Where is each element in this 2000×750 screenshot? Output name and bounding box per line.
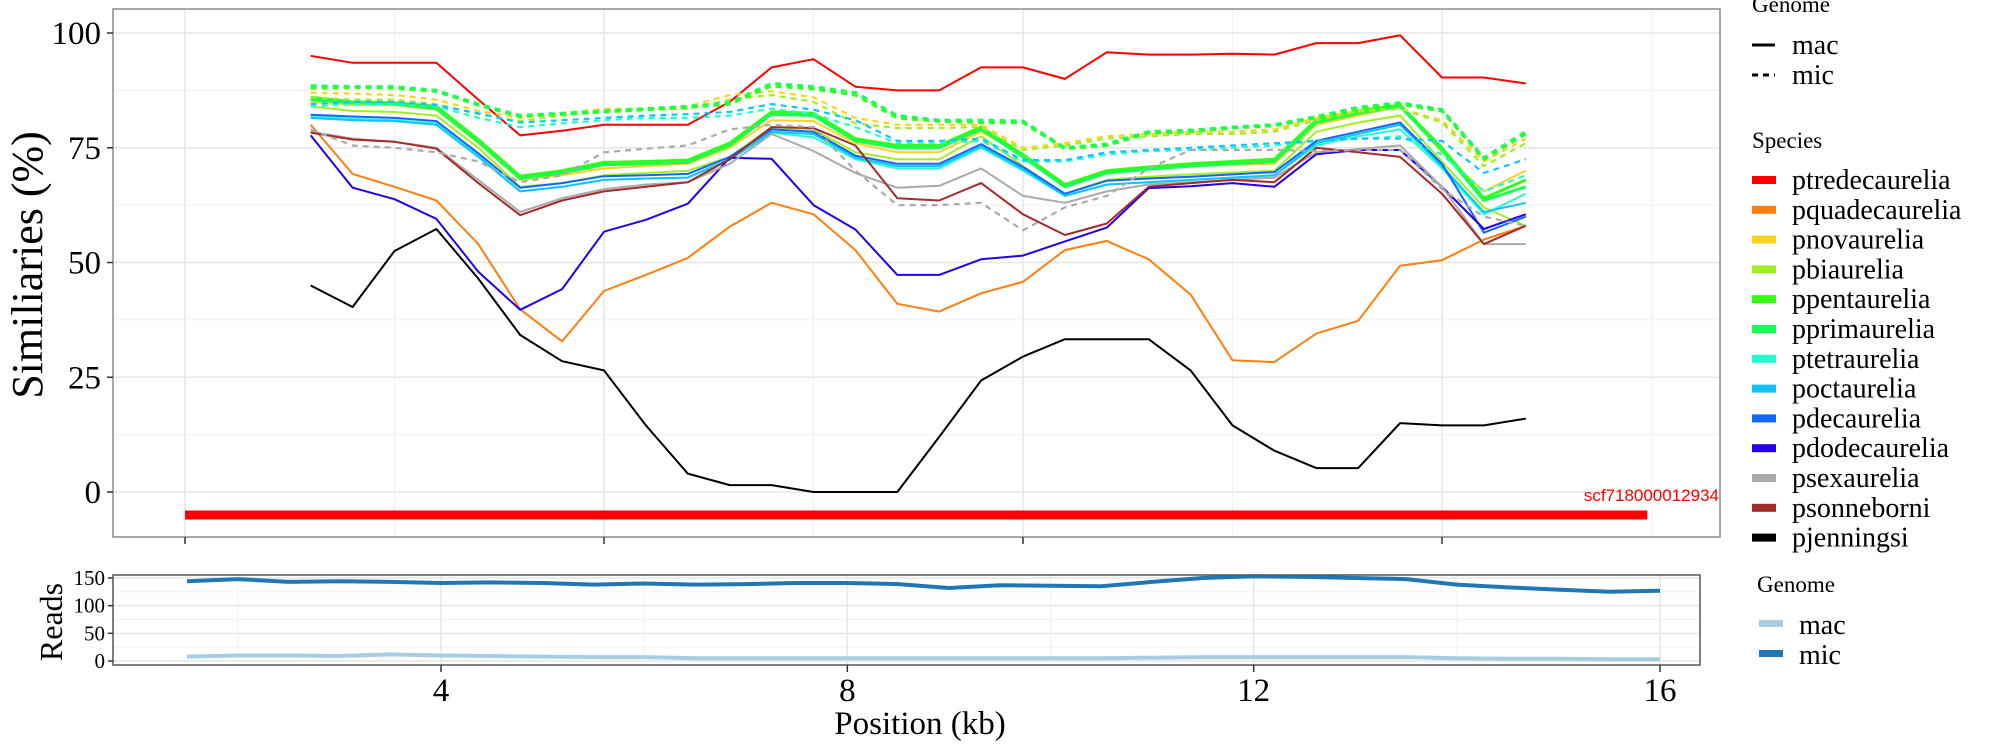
legend-label-mac: mac	[1792, 30, 1839, 61]
legend-label-reads-mac: mac	[1799, 610, 1846, 641]
legend-label-pprimaurelia: pprimaurelia	[1792, 314, 1936, 345]
series-line-pjenningsi-mac	[310, 228, 1526, 493]
series-line-poctaurelia-mac	[310, 116, 1527, 213]
y-tick-label: 0	[85, 475, 102, 511]
legend-label-pnovaurelia: pnovaurelia	[1792, 225, 1925, 256]
y-tick-label: 150	[74, 566, 106, 590]
reads-series-layer	[186, 574, 1661, 662]
y-tick-label: 0	[95, 649, 106, 673]
reads-x-axis-title: Position (kb)	[834, 706, 1005, 742]
scaffold-label: scf718000012934	[1584, 486, 1719, 505]
legend-key-psonneborni	[1752, 503, 1776, 512]
reads-legend-title: Genome	[1757, 572, 1835, 597]
series-line-pbiaurelia-mic	[310, 93, 1527, 168]
x-tick-label: 4	[433, 673, 450, 709]
legend-label-ptetraurelia: ptetraurelia	[1792, 344, 1920, 375]
similarity-plot-background	[113, 9, 1720, 537]
legend-label-pdecaurelia: pdecaurelia	[1792, 403, 1922, 434]
reads-line-mac	[186, 652, 1660, 662]
species-legend: Species ptredecaureliapquadecaureliapnov…	[1752, 128, 1962, 554]
legend-label-reads-mic: mic	[1799, 640, 1841, 671]
legend-key-poctaurelia	[1752, 384, 1776, 393]
legend-key-ptredecaurelia	[1752, 176, 1776, 184]
genome-linetype-legend: Genome mac mic	[1752, 0, 1839, 91]
reads-y-axis: 0 50 100 150	[74, 566, 113, 673]
series-line-pnovaurelia-mic	[310, 90, 1527, 163]
reads-line-mic	[186, 574, 1661, 594]
similarity-series-layer	[309, 34, 1527, 493]
reads-x-axis: 4 8 12 16	[433, 665, 1677, 709]
species-legend-title: Species	[1752, 128, 1822, 153]
legend-key-pprimaurelia	[1752, 325, 1776, 333]
legend-label-poctaurelia: poctaurelia	[1792, 374, 1917, 405]
reads-genome-legend: Genome mac mic	[1757, 572, 1846, 671]
legend-key-pbiaurelia	[1752, 265, 1776, 274]
genome-legend-title: Genome	[1752, 0, 1830, 17]
series-line-pprimaurelia-mic	[310, 81, 1527, 160]
y-tick-label: 75	[68, 131, 101, 167]
similarity-y-axis-title: Similiaries (%)	[3, 131, 52, 399]
legend-key-reads-mic	[1759, 650, 1783, 657]
series-line-pbiaurelia-mac	[310, 105, 1527, 227]
legend-label-ppentaurelia: ppentaurelia	[1792, 284, 1931, 315]
legend-key-pnovaurelia	[1752, 235, 1776, 244]
similarity-y-axis: 0 25 50 75 100	[52, 16, 113, 511]
legend-label-pbiaurelia: pbiaurelia	[1792, 254, 1905, 285]
y-tick-label: 50	[68, 246, 101, 282]
reads-plot-border	[112, 574, 1701, 666]
x-tick-label: 8	[839, 673, 856, 709]
legend-key-pdecaurelia	[1752, 414, 1776, 423]
legend-label-ptredecaurelia: ptredecaurelia	[1792, 165, 1951, 196]
reads-y-axis-title: Reads	[33, 583, 69, 661]
legend-key-psexaurelia	[1752, 474, 1776, 482]
series-line-ptredecaurelia-mac	[310, 34, 1526, 137]
series-line-psexaurelia-mic	[310, 123, 1527, 232]
similarity-x-axis	[184, 537, 1443, 544]
series-line-pquadecaurelia-mac	[309, 124, 1527, 364]
legend-key-pquadecaurelia	[1752, 205, 1776, 214]
legend-label-pquadecaurelia: pquadecaurelia	[1792, 195, 1962, 226]
reads-gridlines	[113, 575, 1700, 665]
scaffold-layer: scf718000012934	[185, 486, 1719, 520]
series-line-pprimaurelia-mac	[310, 98, 1527, 202]
x-tick-label: 16	[1644, 673, 1677, 709]
y-tick-label: 100	[52, 16, 102, 52]
legend-key-ptetraurelia	[1752, 354, 1776, 363]
legend-key-ppentaurelia	[1752, 295, 1776, 304]
legend-label-pdodecaurelia: pdodecaurelia	[1792, 433, 1950, 464]
series-line-ppentaurelia-mac	[310, 95, 1527, 200]
similarity-plot-border	[112, 8, 1721, 538]
legend-key-pdodecaurelia	[1752, 444, 1776, 453]
y-tick-label: 25	[68, 360, 101, 396]
legend-label-psexaurelia: psexaurelia	[1792, 463, 1920, 494]
y-tick-label: 100	[74, 594, 106, 618]
similarity-panel: scf718000012934 0 25 50 75 100 Similiaries (…	[3, 8, 1721, 544]
series-line-pdodecaurelia-mac	[309, 134, 1527, 311]
legend-label-pjenningsi: pjenningsi	[1792, 523, 1909, 554]
legend-key-reads-mac	[1759, 620, 1783, 627]
legend-label-mic: mic	[1792, 60, 1834, 91]
legend-label-psonneborni: psonneborni	[1792, 493, 1931, 524]
reads-panel: 0 50 100 150 4 8 12 16 Reads Position (kb)	[33, 566, 1701, 742]
series-line-poctaurelia-mic	[310, 100, 1527, 175]
y-tick-label: 50	[84, 621, 105, 645]
series-line-pdecaurelia-mac	[310, 113, 1527, 234]
x-tick-label: 12	[1237, 673, 1270, 709]
series-line-psonneborni-mac	[310, 126, 1527, 246]
legend-key-pjenningsi	[1752, 533, 1776, 542]
